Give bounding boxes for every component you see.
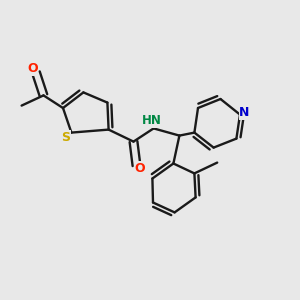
Text: O: O [134, 161, 145, 175]
Text: N: N [239, 106, 250, 119]
Text: S: S [61, 130, 70, 144]
Text: HN: HN [142, 114, 162, 128]
Text: O: O [27, 62, 38, 76]
